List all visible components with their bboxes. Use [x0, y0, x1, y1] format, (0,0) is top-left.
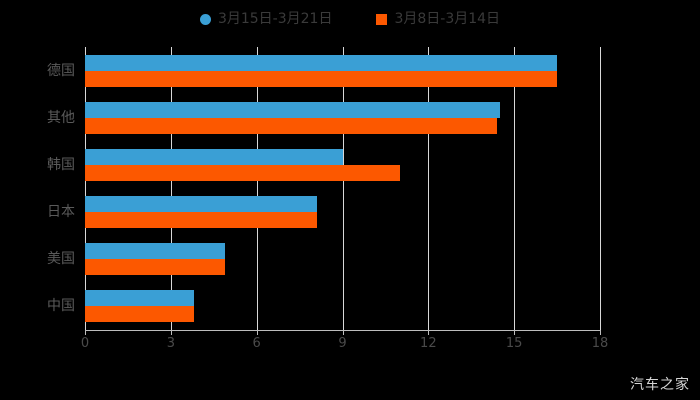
legend-item-label: 3月15日-3月21日 — [217, 11, 333, 27]
legend-item-label: 3月8日-3月14日 — [394, 11, 501, 27]
bar[interactable] — [85, 196, 317, 213]
x-axis-tick — [85, 330, 86, 335]
chart-legend: 3月15日-3月21日 3月8日-3月14日 — [0, 8, 700, 30]
x-axis-tick — [170, 330, 172, 335]
x-gridline — [514, 47, 516, 330]
x-axis-tick — [428, 330, 430, 335]
x-axis-tick — [342, 330, 344, 335]
bar[interactable] — [85, 148, 343, 165]
legend-circle-marker-icon — [199, 13, 211, 25]
bar[interactable] — [85, 212, 317, 229]
x-axis-tick-label: 15 — [505, 336, 523, 351]
legend-item[interactable]: 3月8日-3月14日 — [376, 12, 500, 26]
y-axis-category-label: 美国 — [47, 251, 75, 268]
bar[interactable] — [85, 243, 226, 260]
x-axis-tick-label: 6 — [252, 336, 261, 351]
legend-square-marker-icon — [376, 13, 388, 25]
x-gridline — [342, 47, 344, 330]
bar[interactable] — [85, 164, 400, 181]
bar[interactable] — [85, 290, 194, 307]
x-axis-tick — [600, 330, 601, 335]
watermark: 汽车之家 — [630, 377, 690, 393]
x-gridline — [256, 47, 258, 330]
x-axis-tick-label: 9 — [338, 336, 347, 351]
bar[interactable] — [85, 70, 558, 87]
bar[interactable] — [85, 101, 500, 118]
x-axis-tick-label: 0 — [80, 336, 90, 351]
y-axis-category-label: 德国 — [47, 62, 75, 79]
y-axis-category-label: 韩国 — [47, 156, 75, 173]
bar[interactable] — [85, 259, 226, 276]
y-axis-category-label: 日本 — [47, 204, 75, 221]
x-axis-tick — [256, 330, 258, 335]
bar[interactable] — [85, 54, 558, 71]
x-axis-tick-label: 18 — [591, 336, 609, 351]
legend-item[interactable]: 3月15日-3月21日 — [199, 11, 333, 27]
x-gridline — [170, 47, 172, 330]
y-axis-category-label: 其他 — [47, 109, 75, 126]
plot-area — [85, 47, 601, 330]
x-gridline — [428, 47, 430, 330]
bar[interactable] — [85, 117, 497, 134]
x-axis-tick-label: 12 — [420, 336, 437, 351]
x-axis-tick — [514, 330, 516, 335]
y-axis-category-label: 中国 — [47, 298, 75, 315]
x-axis-tick-label: 3 — [166, 336, 175, 351]
x-gridline — [600, 47, 601, 330]
y-axis-line — [85, 47, 86, 330]
bar[interactable] — [85, 306, 194, 323]
